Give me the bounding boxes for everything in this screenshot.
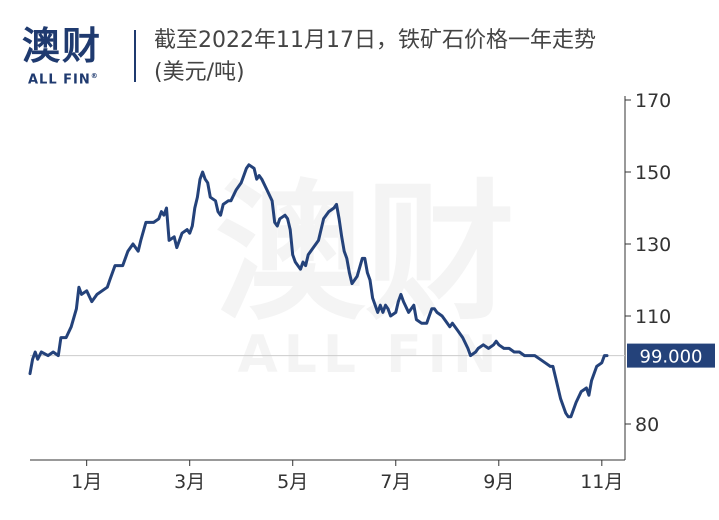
last-value-label: 99.000 bbox=[640, 347, 703, 368]
y-tick-label-130: 130 bbox=[635, 234, 671, 256]
logo-chinese: 澳财 bbox=[22, 24, 103, 68]
watermark-logo-en: ALL FIN bbox=[237, 325, 502, 385]
x-tick-label-9月: 9月 bbox=[483, 471, 514, 493]
chart-subtitle: (美元/吨) bbox=[154, 60, 245, 85]
x-tick-label-1月: 1月 bbox=[71, 471, 102, 493]
x-tick-label-3月: 3月 bbox=[174, 471, 205, 493]
chart-header: 澳财 ALL FIN® 截至2022年11月17日，铁矿石价格一年走势 (美元/… bbox=[0, 0, 719, 92]
y-tick-label-110: 110 bbox=[635, 306, 671, 328]
y-tick-label-80: 80 bbox=[635, 414, 659, 436]
watermark-logo-cn: 澳财 bbox=[215, 167, 515, 341]
y-tick-label-150: 150 bbox=[635, 162, 671, 184]
price-series-line bbox=[28, 163, 609, 419]
x-tick-label-11月: 11月 bbox=[580, 471, 623, 493]
x-tick-label-7月: 7月 bbox=[380, 471, 411, 493]
header-divider bbox=[134, 30, 136, 82]
last-value-label-box bbox=[627, 343, 715, 368]
logo-english-text: ALL FIN bbox=[28, 72, 91, 88]
brand-logo: 澳财 ALL FIN® bbox=[22, 24, 122, 88]
y-tick-label-170: 170 bbox=[635, 90, 671, 112]
registered-mark: ® bbox=[90, 72, 99, 80]
chart-title: 截至2022年11月17日，铁矿石价格一年走势 bbox=[154, 28, 596, 53]
x-tick-label-5月: 5月 bbox=[277, 471, 308, 493]
logo-english: ALL FIN® bbox=[28, 68, 122, 88]
